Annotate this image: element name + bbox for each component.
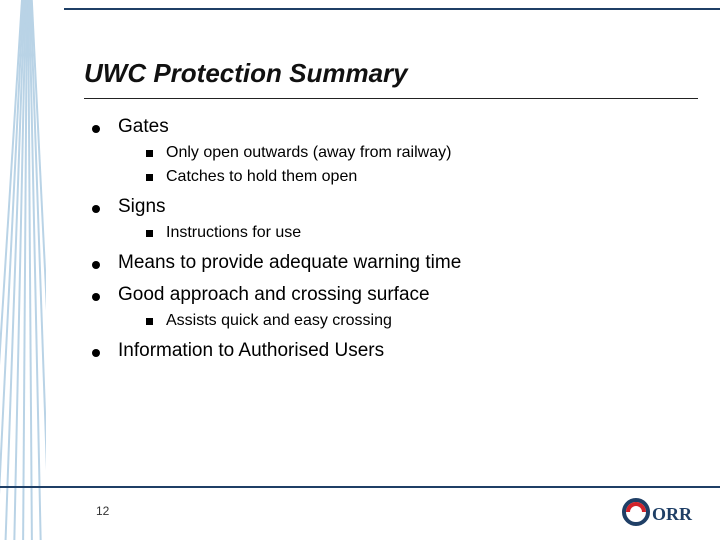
- bullet-dot-icon: [92, 205, 100, 213]
- list-item: Gates Only open outwards (away from rail…: [92, 116, 680, 186]
- bullet-text: Information to Authorised Users: [118, 340, 384, 361]
- bullet-dot-icon: [92, 125, 100, 133]
- page-number: 12: [96, 504, 109, 518]
- bullet-square-icon: [146, 318, 153, 325]
- bullet-text: Assists quick and easy crossing: [166, 312, 392, 329]
- bullet-text: Good approach and crossing surface: [118, 284, 430, 305]
- bullet-text: Instructions for use: [166, 224, 301, 241]
- list-item: Good approach and crossing surface Assis…: [92, 284, 680, 330]
- list-item: Assists quick and easy crossing: [146, 312, 680, 330]
- bullet-square-icon: [146, 174, 153, 181]
- orr-logo: ORR: [622, 492, 702, 532]
- bullet-text: Catches to hold them open: [166, 168, 357, 185]
- logo-text: ORR: [652, 504, 693, 524]
- bullet-list-level2: Assists quick and easy crossing: [146, 312, 680, 330]
- top-rule: [64, 8, 720, 10]
- list-item: Only open outwards (away from railway): [146, 144, 680, 162]
- bullet-dot-icon: [92, 261, 100, 269]
- bullet-text: Only open outwards (away from railway): [166, 144, 451, 161]
- bullet-dot-icon: [92, 293, 100, 301]
- bullet-dot-icon: [92, 349, 100, 357]
- bullet-square-icon: [146, 150, 153, 157]
- slide: UWC Protection Summary Gates Only open o…: [0, 0, 720, 540]
- left-stripe-decoration: [0, 0, 46, 540]
- logo-mark-icon: [624, 500, 648, 524]
- bullet-list-level2: Only open outwards (away from railway) C…: [146, 144, 680, 186]
- list-item: Signs Instructions for use: [92, 196, 680, 242]
- list-item: Instructions for use: [146, 224, 680, 242]
- bullet-list-level1: Gates Only open outwards (away from rail…: [92, 116, 680, 362]
- bullet-text: Means to provide adequate warning time: [118, 252, 461, 273]
- bullet-square-icon: [146, 230, 153, 237]
- list-item: Information to Authorised Users: [92, 340, 680, 362]
- bullet-list-level2: Instructions for use: [146, 224, 680, 242]
- slide-body: Gates Only open outwards (away from rail…: [92, 116, 680, 372]
- title-underline: [84, 98, 698, 99]
- bullet-text: Signs: [118, 196, 166, 217]
- list-item: Means to provide adequate warning time: [92, 252, 680, 274]
- bottom-rule: [0, 486, 720, 488]
- list-item: Catches to hold them open: [146, 168, 680, 186]
- bullet-text: Gates: [118, 116, 169, 137]
- slide-title: UWC Protection Summary: [84, 58, 408, 89]
